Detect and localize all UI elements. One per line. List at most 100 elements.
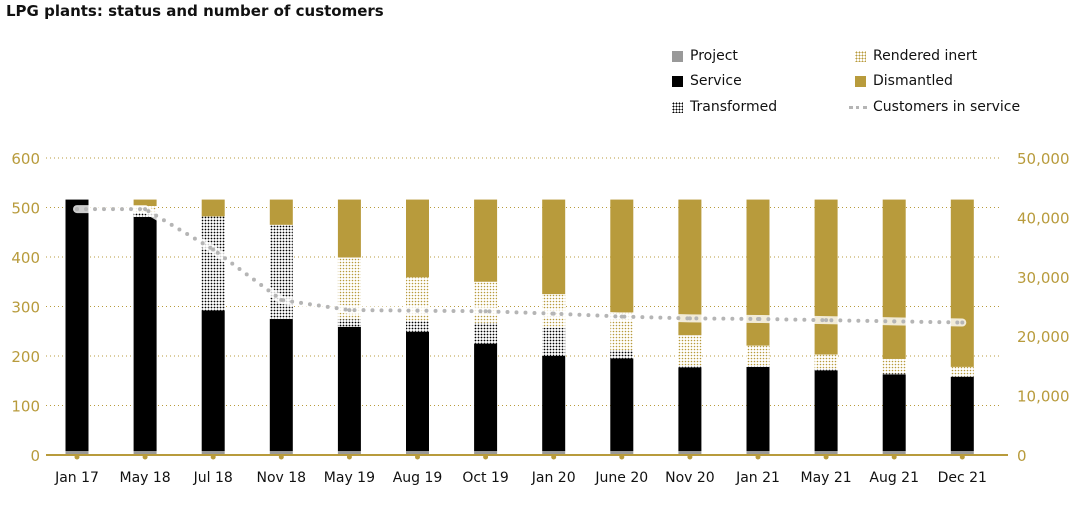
x-tick-label: May 18 <box>119 470 170 486</box>
bar-rendered-inert <box>337 257 361 320</box>
x-tick-label: June 20 <box>594 470 648 486</box>
bar-project <box>746 451 770 455</box>
bar-transformed <box>133 212 157 217</box>
bar-service <box>201 310 225 452</box>
bar-rendered-inert <box>814 354 838 370</box>
legend-label: Dismantled <box>873 73 953 89</box>
customers-point <box>143 207 148 212</box>
bar-transformed <box>746 365 770 367</box>
bar-project <box>133 451 157 455</box>
bar-transformed <box>474 322 498 344</box>
bar-project <box>814 451 838 455</box>
bar-rendered-inert <box>746 345 770 366</box>
customers-point <box>483 309 488 314</box>
right-tick-label: 20,000 <box>1017 328 1070 346</box>
customers-point <box>687 316 692 321</box>
bar-transformed <box>542 327 566 356</box>
legend-service: Service <box>672 73 742 89</box>
bar-dismantled <box>610 199 634 313</box>
bar-rendered-inert <box>610 312 634 351</box>
x-tick-label: Aug 21 <box>869 470 919 486</box>
bar-dismantled <box>950 199 974 367</box>
bar-project <box>950 451 974 455</box>
left-tick-label: 500 <box>11 200 40 218</box>
bar-project <box>269 451 293 455</box>
bar-dismantled <box>337 199 361 258</box>
bar-service <box>610 358 634 452</box>
customers-line <box>75 207 965 325</box>
bar-project <box>201 451 225 455</box>
legend-dismantled: Dismantled <box>855 73 953 89</box>
x-tick-label: Dec 21 <box>938 470 987 486</box>
bar-project <box>610 451 634 455</box>
customers-point <box>619 314 624 319</box>
bar-rendered-inert <box>474 281 498 323</box>
bar-dismantled <box>133 199 157 207</box>
bar-service <box>337 326 361 452</box>
customers-point <box>551 311 556 316</box>
bar-rendered-inert <box>882 358 906 374</box>
legend-label: Rendered inert <box>873 48 978 64</box>
bar-project <box>542 451 566 455</box>
left-tick-label: 100 <box>11 398 40 416</box>
bar-dismantled <box>542 199 566 295</box>
customers-point <box>279 297 284 302</box>
x-tick-label: Jul 18 <box>193 470 233 486</box>
bar-project <box>406 451 429 455</box>
legend-label: Customers in service <box>873 99 1021 115</box>
legend-swatch-project <box>672 50 683 62</box>
legend-swatch-service <box>672 75 683 87</box>
bar-dismantled <box>269 199 293 225</box>
bar-transformed <box>610 350 634 359</box>
bar-project <box>474 451 498 455</box>
customers-point <box>756 316 760 321</box>
right-tick-label: 50,000 <box>1017 150 1070 168</box>
customers-point <box>211 247 216 252</box>
customers-point <box>824 318 829 323</box>
legend-label: Transformed <box>690 99 778 115</box>
bar-service <box>882 374 906 452</box>
legend-project: Project <box>672 48 738 64</box>
legend-label: Project <box>690 48 738 64</box>
legend-swatch-transformed <box>672 101 683 113</box>
bar-transformed <box>406 320 429 332</box>
right-tick-label: 0 <box>1017 447 1027 465</box>
customers-point <box>347 308 352 313</box>
bar-service <box>406 331 429 452</box>
bar-service <box>814 370 838 452</box>
bar-service <box>746 366 770 452</box>
x-tick-label: Nov 18 <box>257 470 307 486</box>
x-tick-label: Oct 19 <box>462 470 508 486</box>
bar-dismantled <box>474 199 498 282</box>
bar-rendered-inert <box>678 335 702 366</box>
bar-service <box>133 216 157 452</box>
left-tick-label: 300 <box>11 299 40 317</box>
bar-dismantled <box>882 199 906 359</box>
bar-transformed <box>337 319 361 327</box>
customers-point <box>960 320 965 325</box>
legend-swatch-rendered-inert <box>855 50 866 62</box>
bar-dismantled <box>201 199 225 217</box>
bar-dismantled <box>678 199 702 336</box>
right-tick-label: 40,000 <box>1017 209 1070 227</box>
bar-transformed <box>882 373 906 375</box>
bar-project <box>337 451 361 455</box>
x-tick-label: Aug 19 <box>393 470 443 486</box>
bar-transformed <box>814 369 838 371</box>
bar-dismantled <box>814 199 838 355</box>
right-tick-label: 10,000 <box>1017 388 1070 406</box>
bar-transformed <box>678 365 702 368</box>
bar-service <box>474 343 498 452</box>
legend-swatch-customers <box>849 105 867 109</box>
legend-customers: Customers in service <box>849 99 1020 115</box>
left-tick-label: 600 <box>11 150 40 168</box>
legend-rendered-inert: Rendered inert <box>855 48 977 64</box>
bar-dismantled <box>406 199 429 278</box>
legend-label: Service <box>690 73 742 89</box>
bar-service <box>65 199 89 452</box>
bar-service <box>678 367 702 452</box>
bar-service <box>950 376 974 452</box>
left-tick-label: 400 <box>11 249 40 267</box>
